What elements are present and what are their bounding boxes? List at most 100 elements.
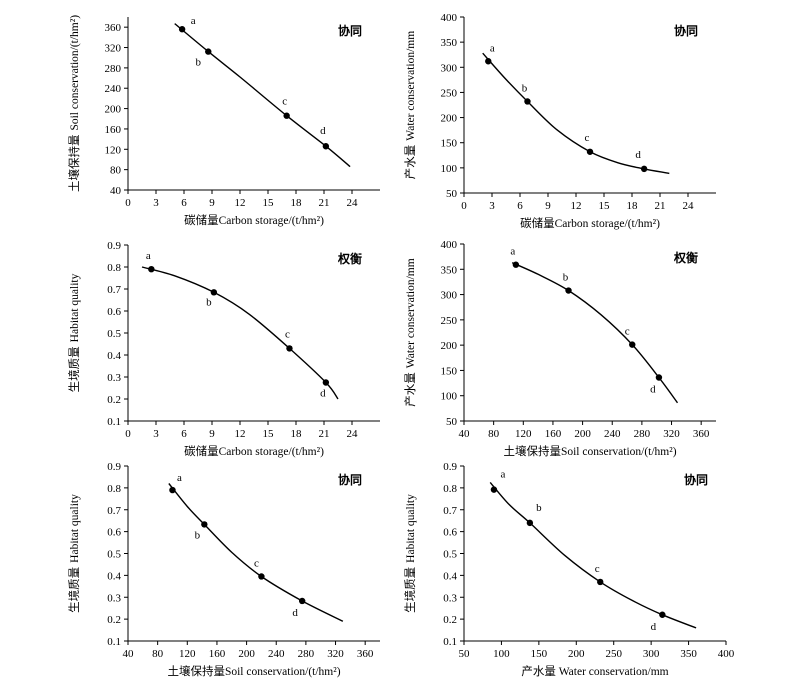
x-tick-label: 12 xyxy=(571,200,582,212)
data-point-b xyxy=(205,48,212,55)
data-point-a xyxy=(178,26,186,33)
y-axis-title-en: Habitat quality xyxy=(69,494,81,563)
point-label-c: c xyxy=(625,326,630,338)
x-tick-label: 100 xyxy=(493,648,510,660)
y-tick-label: 0.3 xyxy=(443,592,457,604)
y-tick-label: 0.9 xyxy=(107,461,121,473)
y-tick-label: 300 xyxy=(441,62,458,74)
x-axis-title: 土壤保持量Soil conservation/(t/hm²) xyxy=(503,444,676,458)
data-point-d xyxy=(298,597,306,605)
chart-panel-6: 50 100 150 200 250 300 350 400 0.1 0.2 0.3 0.4 0.5 0.… xyxy=(403,461,735,678)
x-tick-label: 9 xyxy=(209,197,215,209)
y-tick-label: 150 xyxy=(441,138,458,150)
x-tick-label: 12 xyxy=(235,197,246,209)
data-point-b xyxy=(201,521,208,528)
data-point-d xyxy=(322,143,330,150)
x-tick-label: 300 xyxy=(643,648,660,660)
y-tick-label: 0.8 xyxy=(443,483,457,495)
y-tick-label: 200 xyxy=(105,104,122,116)
x-tick-label: 50 xyxy=(459,648,471,660)
point-label-b: b xyxy=(196,57,202,69)
x-tick-label: 40 xyxy=(459,428,471,440)
y-tick-label: 0.4 xyxy=(107,570,121,582)
y-tick-label: 0.7 xyxy=(107,505,121,517)
y-tick-label: 0.5 xyxy=(107,328,121,340)
relationship-tag: 协同 xyxy=(684,472,708,487)
y-axis-title-cn: 生境质量 xyxy=(403,567,417,613)
y-tick-label: 0.1 xyxy=(107,636,121,648)
x-tick-label: 360 xyxy=(357,648,374,660)
data-point-a xyxy=(148,266,155,273)
point-label-d: d xyxy=(320,388,326,400)
y-tick-label: 0.1 xyxy=(107,416,121,428)
point-label-c: c xyxy=(285,328,290,340)
point-label-c: c xyxy=(585,132,590,144)
point-label-c: c xyxy=(282,96,287,108)
x-tick-label: 3 xyxy=(153,428,159,440)
x-tick-label: 0 xyxy=(125,428,131,440)
x-tick-label: 200 xyxy=(574,428,591,440)
x-tick-label: 24 xyxy=(683,200,695,212)
y-tick-label: 350 xyxy=(441,37,458,49)
y-axis-title-cn: 土壤保持量 xyxy=(67,135,81,193)
y-tick-label: 0.5 xyxy=(107,549,121,561)
y-axis-title: 产水量 Water conservation/mm xyxy=(403,258,417,406)
y-tick-label: 320 xyxy=(105,43,122,55)
point-label-d: d xyxy=(650,384,656,396)
y-axis-title: 生境质量 Habitat quality xyxy=(403,494,417,613)
x-tick-label: 120 xyxy=(179,648,196,660)
relationship-tag: 权衡 xyxy=(673,250,698,265)
chart-panel-5: 40 80 120 160 200 240 280 320 360 0.1 0.2 0.3 0.4 0.5… xyxy=(67,461,380,678)
y-axis-title: 产水量 Water conservation/mm xyxy=(403,31,417,179)
y-axis-title-en: Soil conservation/(t/hm²) xyxy=(69,15,81,131)
x-axis-title: 碳储量Carbon storage/(t/hm²) xyxy=(184,444,324,458)
data-point-c xyxy=(597,578,604,586)
point-label-a: a xyxy=(490,42,495,54)
x-tick-label: 24 xyxy=(347,428,359,440)
x-tick-label: 120 xyxy=(515,428,532,440)
x-tick-label: 0 xyxy=(461,200,467,212)
x-tick-label: 6 xyxy=(517,200,523,212)
data-point-b xyxy=(210,289,218,296)
x-tick-label: 80 xyxy=(488,428,500,440)
data-point-a xyxy=(485,58,492,65)
point-label-d: d xyxy=(320,125,326,137)
y-axis-title-cn: 产水量 xyxy=(403,372,417,407)
point-label-d: d xyxy=(292,607,298,619)
y-tick-label: 0.8 xyxy=(107,262,121,274)
x-tick-label: 160 xyxy=(209,648,226,660)
y-tick-label: 0.3 xyxy=(107,372,121,384)
y-tick-label: 150 xyxy=(441,365,458,377)
data-point-c xyxy=(629,341,636,348)
x-tick-label: 320 xyxy=(663,428,680,440)
x-tick-label: 360 xyxy=(693,428,710,440)
relationship-tag: 权衡 xyxy=(337,251,362,266)
data-point-b xyxy=(524,98,531,105)
x-tick-label: 12 xyxy=(235,428,246,440)
x-tick-label: 15 xyxy=(263,428,275,440)
y-tick-label: 0.4 xyxy=(443,570,457,582)
y-tick-label: 0.4 xyxy=(107,350,121,362)
data-point-a xyxy=(512,261,520,268)
y-tick-label: 120 xyxy=(105,144,122,156)
x-tick-label: 24 xyxy=(347,197,359,209)
x-tick-label: 200 xyxy=(238,648,255,660)
data-point-c xyxy=(586,148,594,155)
x-tick-label: 250 xyxy=(605,648,622,660)
point-label-b: b xyxy=(536,502,542,514)
data-point-b xyxy=(565,287,572,294)
fit-curve xyxy=(511,262,679,404)
point-label-d: d xyxy=(635,149,641,161)
data-point-c xyxy=(286,345,293,352)
point-label-b: b xyxy=(195,529,201,541)
y-tick-label: 50 xyxy=(446,416,458,428)
x-tick-label: 15 xyxy=(263,197,275,209)
y-tick-label: 0.7 xyxy=(107,284,121,296)
x-tick-label: 18 xyxy=(291,428,303,440)
point-label-a: a xyxy=(177,472,182,484)
data-point-a xyxy=(490,486,498,493)
data-point-d xyxy=(322,379,330,386)
x-axis-title: 土壤保持量Soil conservation/(t/hm²) xyxy=(167,664,340,678)
point-label-b: b xyxy=(563,272,569,284)
